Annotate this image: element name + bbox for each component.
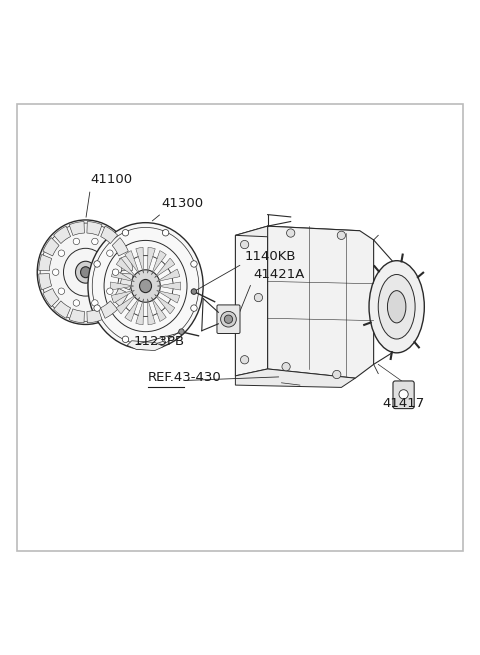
- Polygon shape: [116, 258, 136, 278]
- Polygon shape: [39, 274, 52, 290]
- Ellipse shape: [88, 223, 203, 349]
- Polygon shape: [116, 294, 136, 314]
- Polygon shape: [87, 221, 102, 236]
- Polygon shape: [156, 290, 180, 303]
- Circle shape: [73, 238, 80, 245]
- Circle shape: [58, 288, 65, 295]
- Polygon shape: [111, 290, 134, 303]
- Polygon shape: [87, 309, 102, 323]
- Ellipse shape: [37, 220, 134, 324]
- Circle shape: [122, 229, 129, 236]
- Text: 41417: 41417: [383, 398, 425, 411]
- Circle shape: [122, 336, 129, 343]
- Polygon shape: [127, 341, 164, 350]
- Circle shape: [112, 269, 119, 276]
- Polygon shape: [235, 226, 268, 376]
- Circle shape: [52, 269, 59, 276]
- Circle shape: [333, 370, 341, 379]
- Polygon shape: [43, 238, 59, 256]
- Polygon shape: [125, 251, 140, 275]
- Polygon shape: [110, 282, 134, 290]
- Polygon shape: [120, 274, 132, 290]
- Circle shape: [221, 311, 236, 327]
- Polygon shape: [112, 288, 128, 307]
- Circle shape: [191, 289, 197, 294]
- Text: 41300: 41300: [162, 197, 204, 210]
- Text: REF.43-430: REF.43-430: [148, 371, 222, 384]
- Polygon shape: [151, 297, 166, 322]
- Circle shape: [94, 261, 100, 267]
- Circle shape: [282, 362, 290, 371]
- Circle shape: [92, 300, 98, 306]
- Ellipse shape: [140, 280, 152, 293]
- Circle shape: [399, 390, 408, 399]
- Polygon shape: [54, 301, 71, 318]
- Polygon shape: [112, 238, 128, 256]
- Polygon shape: [69, 309, 84, 323]
- Circle shape: [240, 356, 249, 364]
- Ellipse shape: [378, 274, 415, 339]
- Circle shape: [337, 231, 346, 240]
- Text: 1140KB: 1140KB: [245, 250, 296, 263]
- Circle shape: [191, 261, 197, 267]
- Text: 41421A: 41421A: [254, 269, 305, 282]
- Polygon shape: [101, 301, 118, 318]
- Polygon shape: [136, 248, 144, 273]
- Ellipse shape: [81, 267, 91, 278]
- Polygon shape: [136, 299, 144, 325]
- Circle shape: [162, 336, 169, 343]
- Polygon shape: [155, 258, 175, 278]
- Circle shape: [73, 300, 80, 306]
- Circle shape: [107, 288, 113, 295]
- Circle shape: [240, 240, 249, 249]
- Polygon shape: [69, 221, 84, 236]
- FancyBboxPatch shape: [217, 305, 240, 333]
- Circle shape: [92, 238, 98, 245]
- Circle shape: [179, 329, 184, 335]
- Polygon shape: [147, 248, 155, 273]
- Circle shape: [94, 305, 100, 311]
- Circle shape: [58, 250, 65, 256]
- Polygon shape: [235, 369, 355, 387]
- Polygon shape: [156, 269, 180, 282]
- Circle shape: [254, 293, 263, 302]
- Polygon shape: [157, 282, 181, 290]
- Polygon shape: [268, 226, 373, 378]
- Ellipse shape: [369, 261, 424, 353]
- Text: 41100: 41100: [90, 172, 132, 185]
- Circle shape: [224, 315, 233, 324]
- Polygon shape: [147, 299, 155, 325]
- Polygon shape: [125, 297, 140, 322]
- Polygon shape: [155, 294, 175, 314]
- Ellipse shape: [75, 261, 96, 283]
- Circle shape: [191, 305, 197, 311]
- Circle shape: [162, 229, 169, 236]
- Text: 1123PB: 1123PB: [134, 335, 185, 348]
- Circle shape: [287, 229, 295, 237]
- Ellipse shape: [387, 291, 406, 323]
- Polygon shape: [151, 251, 166, 275]
- Polygon shape: [43, 288, 59, 307]
- Polygon shape: [39, 254, 52, 271]
- Polygon shape: [120, 254, 132, 271]
- Polygon shape: [235, 226, 360, 240]
- Circle shape: [107, 250, 113, 256]
- Polygon shape: [111, 269, 134, 282]
- Polygon shape: [101, 226, 118, 244]
- FancyBboxPatch shape: [393, 381, 414, 409]
- Ellipse shape: [131, 270, 160, 302]
- Polygon shape: [54, 226, 71, 244]
